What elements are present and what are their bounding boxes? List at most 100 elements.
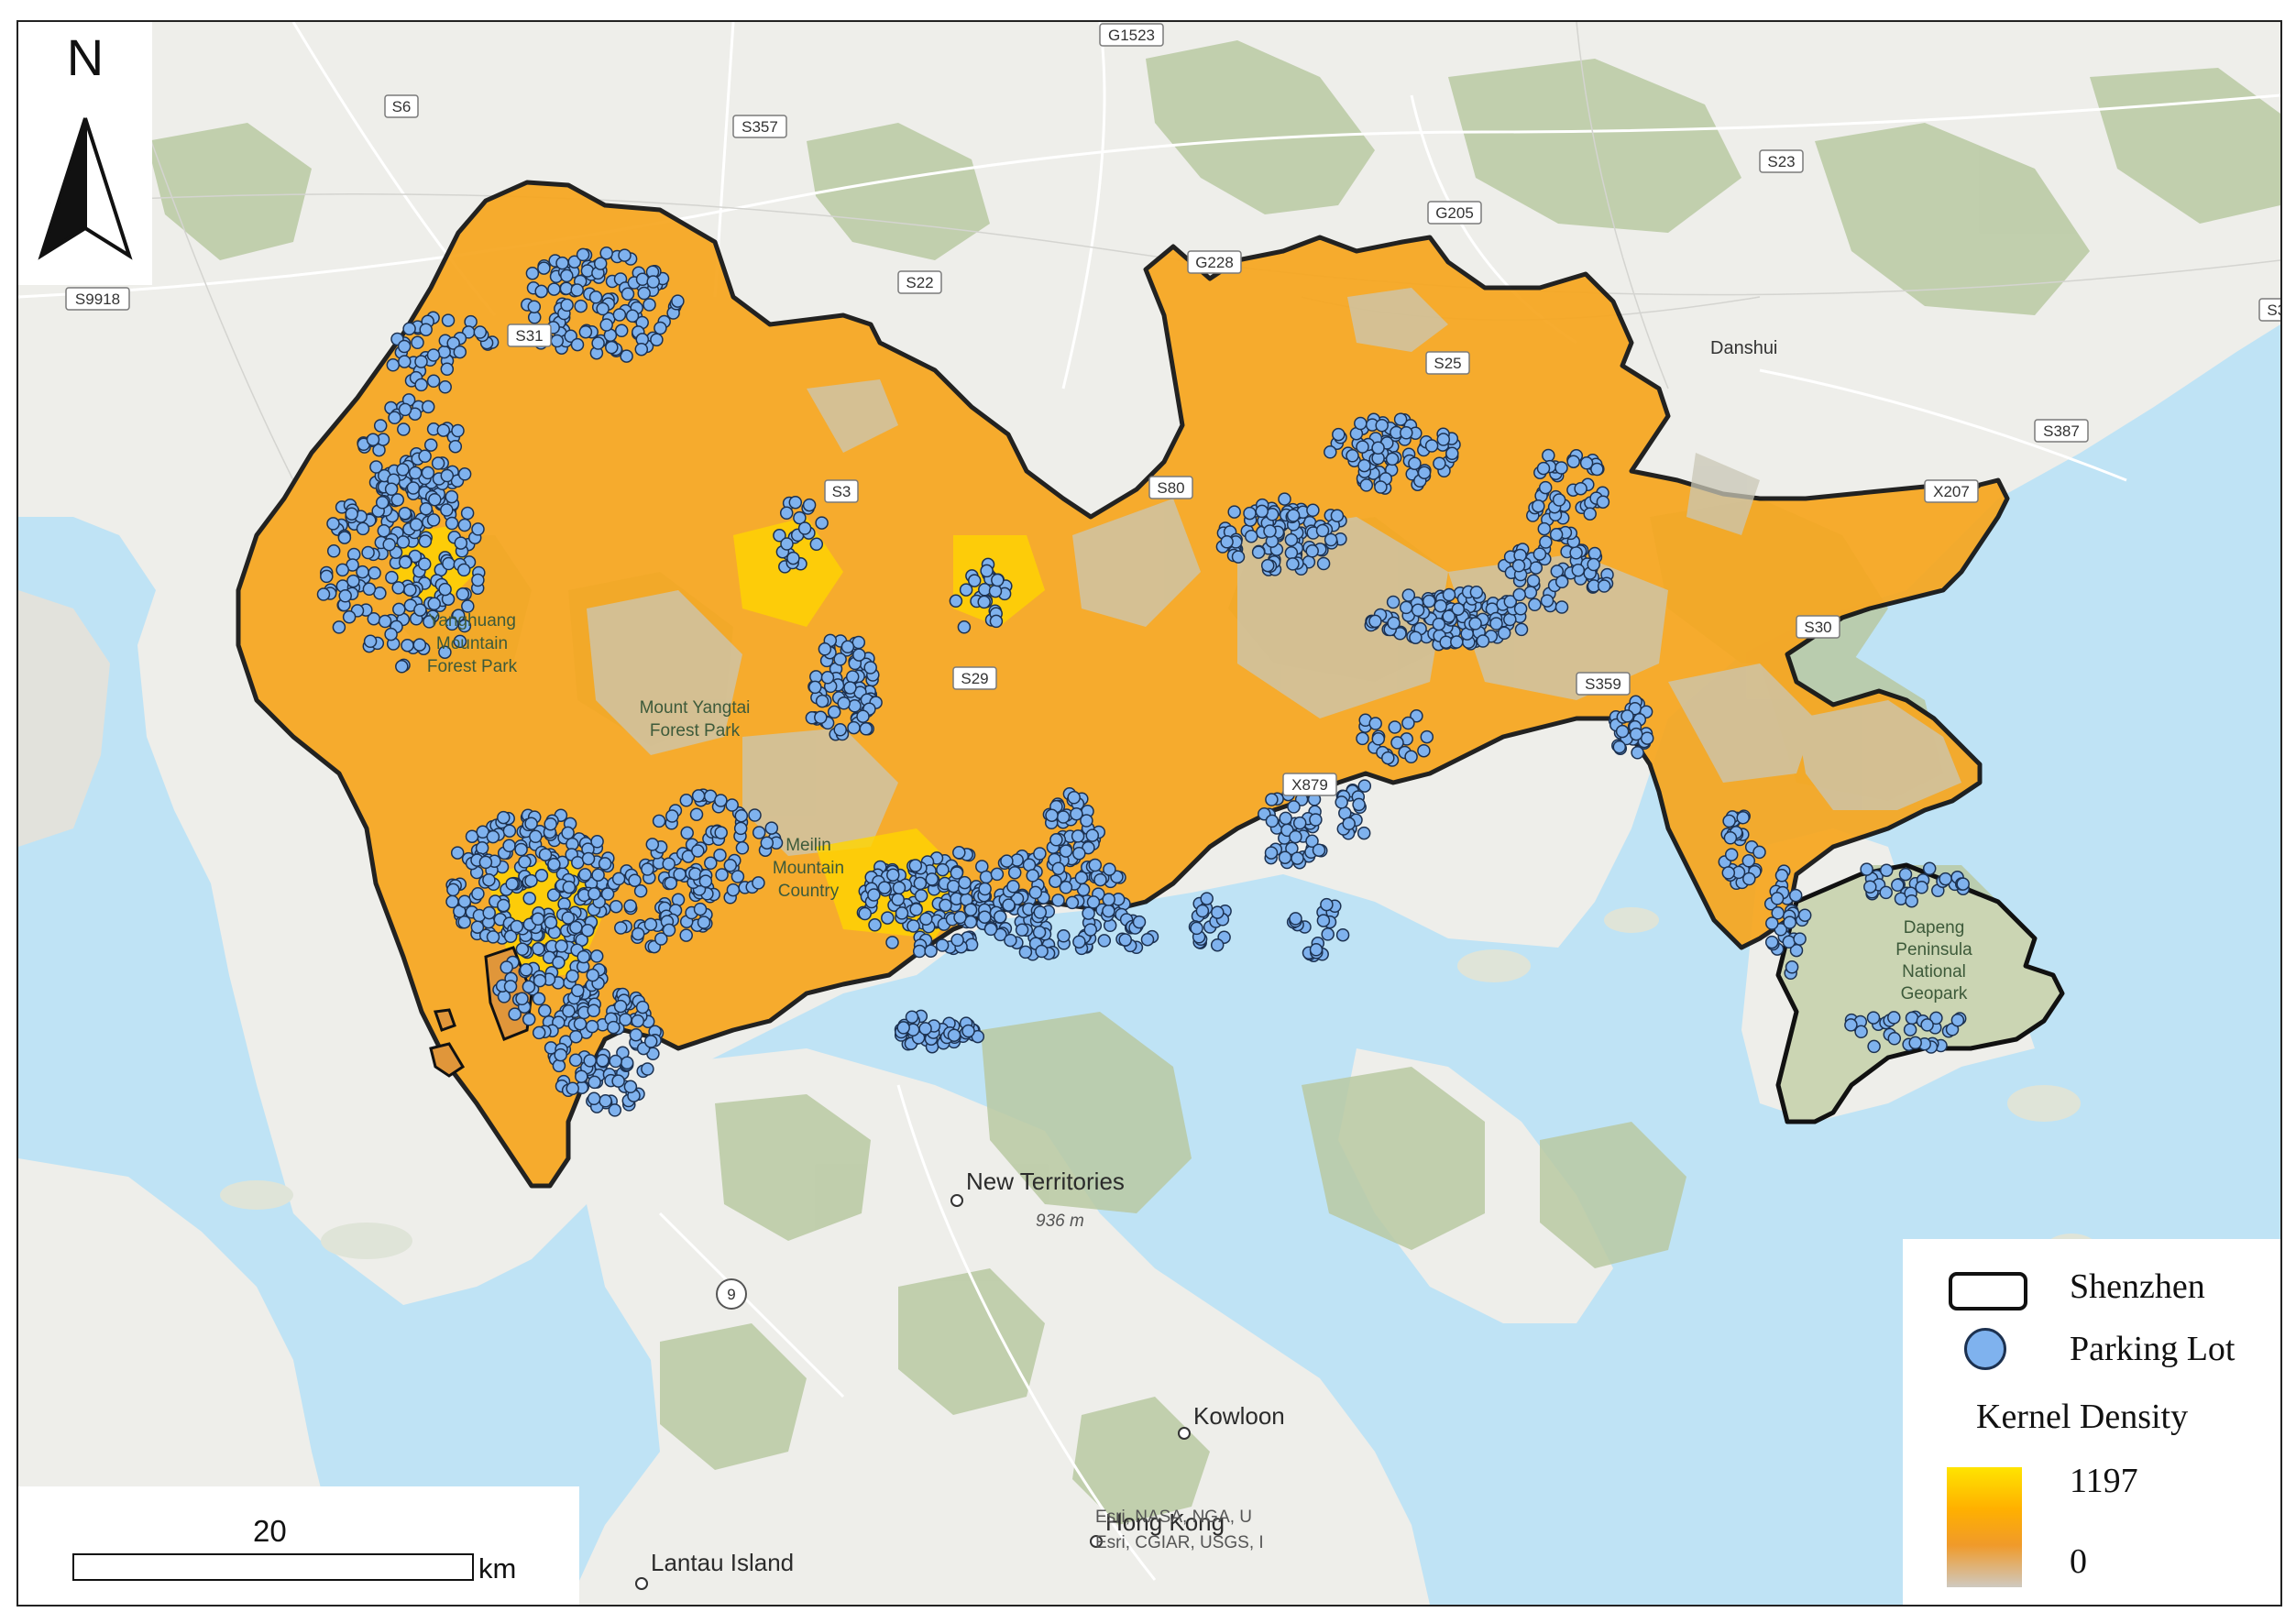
parking-lot-point bbox=[809, 537, 824, 552]
parking-lot-point bbox=[1476, 634, 1490, 648]
parking-lot-point bbox=[596, 1054, 610, 1068]
parking-lot-point bbox=[611, 872, 626, 886]
parking-lot-point bbox=[1788, 888, 1803, 903]
park-yanghuang-2: Mountain bbox=[436, 634, 508, 653]
parking-lot-point bbox=[440, 468, 455, 483]
parking-lot-point bbox=[652, 814, 666, 828]
parking-lot-point bbox=[1278, 850, 1292, 864]
parking-lot-point bbox=[453, 634, 467, 649]
parking-lot-point bbox=[392, 602, 406, 617]
parking-lot-point bbox=[482, 872, 496, 887]
parking-lot-point bbox=[1764, 935, 1779, 949]
parking-lot-point bbox=[531, 942, 545, 956]
parking-lot-point bbox=[1354, 416, 1368, 431]
parking-lot-point bbox=[1324, 445, 1337, 459]
parking-lot-point bbox=[613, 999, 628, 1014]
parking-lot-point bbox=[827, 705, 841, 719]
parking-lot-point bbox=[773, 529, 786, 543]
parking-lot-point bbox=[1451, 602, 1466, 616]
parking-lot-point bbox=[419, 501, 434, 516]
parking-lot-point bbox=[378, 614, 392, 629]
parking-lot-point bbox=[1863, 880, 1877, 894]
road-shield-s23: S23 bbox=[1759, 149, 1804, 173]
parking-lot-points[interactable] bbox=[316, 246, 1971, 1117]
parking-lot-point bbox=[1528, 598, 1542, 612]
parking-lot-point bbox=[460, 506, 475, 521]
parking-lot-point bbox=[1385, 452, 1400, 466]
svg-text:S359: S359 bbox=[1585, 675, 1621, 693]
parking-lot-point bbox=[1782, 935, 1796, 949]
label-elevation: 936 m bbox=[1036, 1212, 1084, 1231]
parking-lot-point bbox=[1399, 600, 1413, 615]
parking-lot-point bbox=[475, 841, 489, 855]
parking-lot-point bbox=[522, 1013, 536, 1026]
parking-lot-point bbox=[631, 1014, 645, 1028]
parking-lot-point bbox=[450, 846, 465, 860]
parking-lot-point bbox=[510, 919, 524, 934]
parking-lot-point bbox=[547, 857, 561, 872]
north-arrow-panel: N bbox=[18, 22, 152, 285]
parking-lot-point bbox=[1015, 923, 1029, 937]
parking-lot-point bbox=[1072, 935, 1086, 949]
parking-lot-point bbox=[1410, 708, 1423, 723]
parking-lot-point bbox=[1631, 746, 1644, 760]
road-shield-s30: S30 bbox=[1796, 615, 1840, 639]
parking-lot-point bbox=[643, 1035, 658, 1048]
parking-lot-point bbox=[580, 923, 595, 938]
parking-lot-point bbox=[1891, 878, 1905, 893]
parking-lot-point bbox=[748, 808, 762, 822]
parking-lot-point bbox=[427, 597, 441, 611]
parking-lot-point bbox=[1309, 813, 1323, 827]
parking-lot-point bbox=[562, 880, 577, 894]
parking-lot-point bbox=[486, 930, 500, 944]
parking-lot-point bbox=[614, 324, 629, 338]
parking-lot-point bbox=[1289, 912, 1302, 926]
parking-lot-point bbox=[1070, 806, 1083, 821]
parking-lot-point bbox=[457, 467, 472, 481]
svg-text:G205: G205 bbox=[1435, 204, 1474, 222]
parking-lot-point bbox=[913, 876, 928, 891]
parking-lot-point bbox=[1093, 872, 1107, 887]
parking-lot-point bbox=[723, 859, 738, 872]
parking-lot-point bbox=[538, 1003, 552, 1018]
parking-lot-point bbox=[368, 566, 381, 580]
parking-lot-point bbox=[1388, 720, 1402, 734]
parking-lot-point bbox=[1071, 829, 1085, 843]
parking-lot-point bbox=[1922, 861, 1937, 876]
road-shield-s22: S22 bbox=[897, 270, 942, 294]
parking-lot-point bbox=[1887, 1011, 1901, 1025]
parking-lot-point bbox=[503, 929, 518, 944]
parking-lot-point bbox=[500, 960, 513, 974]
parking-lot-point bbox=[1620, 709, 1634, 723]
parking-lot-point bbox=[1401, 716, 1415, 730]
parking-lot-point bbox=[867, 888, 881, 902]
parking-lot-point bbox=[1033, 905, 1048, 919]
parking-lot-point bbox=[454, 536, 468, 550]
svg-text:X207: X207 bbox=[1933, 483, 1970, 500]
parking-lot-point bbox=[588, 291, 603, 304]
parking-lot-point bbox=[704, 856, 718, 871]
parking-lot-point bbox=[1260, 558, 1275, 573]
parking-lot-point bbox=[560, 269, 574, 283]
parking-lot-point bbox=[605, 340, 619, 355]
parking-lot-point bbox=[1436, 433, 1451, 446]
parking-lot-point bbox=[1723, 831, 1738, 845]
parking-lot-point bbox=[1088, 858, 1103, 872]
label-kowloon: Kowloon bbox=[1193, 1402, 1285, 1430]
parking-lot-point bbox=[436, 423, 451, 437]
park-yanghuang-3: Forest Park bbox=[427, 657, 518, 676]
parking-lot-point bbox=[650, 333, 664, 346]
svg-text:S29: S29 bbox=[961, 670, 988, 687]
parking-lot-point bbox=[1542, 448, 1555, 463]
parking-lot-point bbox=[440, 503, 454, 517]
parking-lot-point bbox=[1265, 814, 1280, 828]
parking-lot-point bbox=[598, 857, 612, 871]
parking-lot-point bbox=[414, 355, 428, 368]
parking-lot-point bbox=[1442, 587, 1456, 602]
parking-lot-point bbox=[909, 903, 923, 916]
parking-lot-point bbox=[569, 1029, 583, 1044]
parking-lot-point bbox=[1051, 861, 1066, 876]
parking-lot-point bbox=[423, 615, 436, 629]
parking-lot-point bbox=[419, 323, 433, 336]
svg-text:S387: S387 bbox=[2043, 422, 2080, 440]
